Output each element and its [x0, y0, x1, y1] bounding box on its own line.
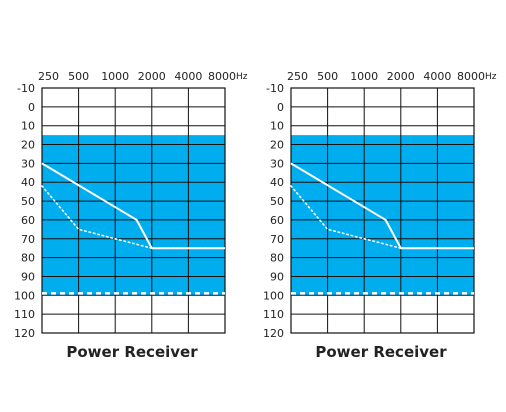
y-tick-label: -10	[17, 82, 35, 95]
x-tick-label: 250	[287, 70, 308, 83]
x-tick-label: 500	[317, 70, 338, 83]
y-tick-label: 100	[14, 289, 35, 302]
x-tick-label: 500	[68, 70, 89, 83]
plot-border	[290, 87, 475, 334]
y-tick-label: 120	[14, 327, 35, 340]
y-tick-label: 70	[270, 233, 284, 246]
y-tick-label: 10	[270, 120, 284, 133]
x-tick-label: 1000	[101, 70, 129, 83]
y-tick-label: 100	[263, 289, 284, 302]
y-tick-label: 90	[21, 270, 35, 283]
y-tick-label: 60	[21, 214, 35, 227]
y-tick-label: 110	[14, 308, 35, 321]
y-tick-label: 80	[21, 252, 35, 265]
y-tick-label: 10	[21, 120, 35, 133]
y-tick-label: 30	[270, 157, 284, 170]
y-tick-label: 90	[270, 270, 284, 283]
y-tick-label: 20	[270, 139, 284, 152]
y-tick-label: 20	[21, 139, 35, 152]
y-tick-label: 50	[270, 195, 284, 208]
y-tick-label: 30	[21, 157, 35, 170]
chart-title-right: Power Receiver	[315, 343, 447, 361]
y-tick-label: 40	[21, 176, 35, 189]
plot-border	[41, 87, 226, 334]
x-tick-label: 8000	[208, 70, 236, 83]
series-line-dotted	[290, 185, 475, 249]
x-unit-label: Hz	[236, 72, 248, 82]
x-tick-label: 8000	[457, 70, 485, 83]
y-tick-label: 120	[263, 327, 284, 340]
x-tick-label: 2000	[387, 70, 415, 83]
hearing-range-band	[42, 135, 225, 296]
x-tick-label: 4000	[174, 70, 202, 83]
y-tick-label: 110	[263, 308, 284, 321]
x-tick-label: 1000	[350, 70, 378, 83]
y-tick-label: 50	[21, 195, 35, 208]
x-tick-label: 250	[38, 70, 59, 83]
y-tick-label: 70	[21, 233, 35, 246]
y-tick-label: 0	[28, 101, 35, 114]
y-tick-label: 60	[270, 214, 284, 227]
hearing-range-band	[291, 135, 474, 296]
y-tick-label: 80	[270, 252, 284, 265]
series-line-solid	[290, 162, 474, 250]
x-tick-label: 2000	[138, 70, 166, 83]
series-line-dotted	[41, 185, 226, 249]
x-unit-label: Hz	[485, 72, 497, 82]
chart-title-left: Power Receiver	[66, 343, 198, 361]
series-line-solid	[41, 162, 225, 250]
y-tick-label: 40	[270, 176, 284, 189]
y-tick-label: 0	[277, 101, 284, 114]
x-tick-label: 4000	[423, 70, 451, 83]
y-tick-label: -10	[266, 82, 284, 95]
